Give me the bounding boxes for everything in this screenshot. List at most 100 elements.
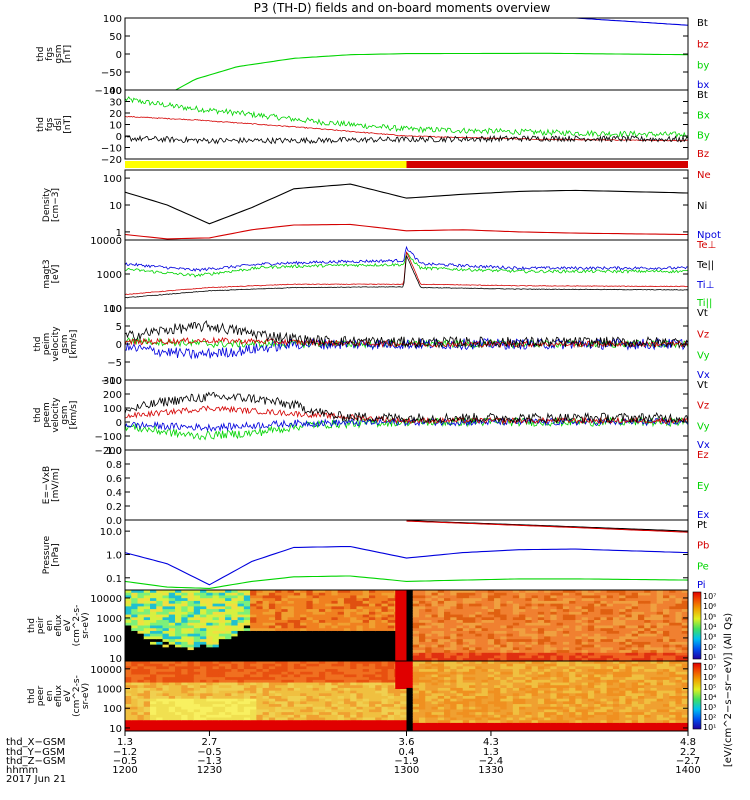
spectrogram-cell <box>600 717 608 721</box>
spectrogram-cell <box>262 669 270 673</box>
spectrogram-cell <box>556 701 564 705</box>
spectrogram-cell <box>506 598 514 602</box>
spectrogram-cell <box>581 709 589 713</box>
spectrogram-cell <box>250 641 257 646</box>
spectrogram-cell <box>525 674 533 678</box>
spectrogram-cell <box>619 717 627 721</box>
spectrogram-cell <box>381 633 389 638</box>
spectrogram-cell <box>519 620 526 624</box>
legend-Vx: Vx <box>697 370 710 381</box>
spectrogram-cell <box>343 720 351 724</box>
spectrogram-cell <box>318 701 326 705</box>
spectrogram-cell <box>137 590 145 594</box>
spectrogram-cell <box>243 669 251 673</box>
spectrogram-cell <box>181 625 189 629</box>
y-axis-label: eflux <box>54 614 64 637</box>
spectrogram-cell <box>419 661 426 665</box>
spectrogram-cell <box>225 595 232 599</box>
spectrogram-cell <box>300 685 308 689</box>
spectrogram-cell <box>243 614 251 618</box>
spectrogram-cell <box>587 693 595 697</box>
spectrogram-cell <box>250 630 257 635</box>
spectrogram-cell <box>419 687 426 692</box>
spectrogram-cell <box>537 722 545 727</box>
spectrogram-cell <box>519 690 526 694</box>
spectrogram-cell <box>437 600 445 605</box>
spectrogram-cell <box>306 714 314 719</box>
spectrogram-cell <box>262 722 270 727</box>
spectrogram-cell <box>200 633 207 638</box>
spectrogram-cell <box>512 679 520 684</box>
spectrogram-cell <box>562 663 570 667</box>
spectrogram-cell <box>650 611 658 616</box>
spectrogram-cell <box>193 725 201 729</box>
spectrogram-cell <box>281 644 289 648</box>
spectrogram-cell <box>137 650 145 654</box>
spectrogram-cell <box>181 690 189 694</box>
spectrogram-cell <box>181 617 189 621</box>
spectrogram-cell <box>456 606 464 610</box>
spectrogram-cell <box>425 693 433 697</box>
spectrogram-cell <box>193 687 201 692</box>
spectrogram-cell <box>656 704 664 708</box>
spectrogram-cell <box>137 611 145 616</box>
spectrogram-cell <box>412 720 420 724</box>
spectrogram-cell <box>575 622 583 627</box>
spectrogram-cell <box>606 600 614 605</box>
spectrogram-cell <box>343 685 351 689</box>
spectrogram-cell <box>318 603 326 607</box>
spectrogram-cell <box>431 647 439 651</box>
spectrogram-cell <box>268 690 276 694</box>
spectrogram-cell <box>575 720 583 724</box>
spectrogram-cell <box>325 679 333 684</box>
spectrogram-cell <box>200 687 207 692</box>
spectrogram-cell <box>644 712 652 716</box>
spectrogram-cell <box>600 630 608 635</box>
spectrogram-cell <box>343 630 351 635</box>
spectrogram-cell <box>525 698 533 702</box>
spectrogram-cell <box>281 669 289 673</box>
spectrogram-cell <box>450 693 458 697</box>
spectrogram-cell <box>243 728 251 731</box>
spectrogram-cell <box>300 647 308 651</box>
spectrogram-cell <box>368 714 376 719</box>
spectrogram-cell <box>350 658 358 661</box>
spectrogram-cell <box>312 606 320 610</box>
spectrogram-cell <box>619 725 627 729</box>
spectrogram-cell <box>550 658 558 661</box>
spectrogram-cell <box>250 622 257 627</box>
spectrogram-cell <box>300 706 308 711</box>
spectrogram-cell <box>412 609 420 613</box>
spectrogram-cell <box>537 622 545 627</box>
spectrogram-cell <box>525 590 533 594</box>
spectrogram-cell <box>206 622 214 627</box>
spectrogram-cell <box>531 606 539 610</box>
spectrogram-cell <box>637 600 645 605</box>
spectrogram-cell <box>337 609 345 613</box>
spectrogram-cell <box>444 696 451 700</box>
spectrogram-cell <box>437 682 445 686</box>
spectrogram-cell <box>631 709 639 713</box>
spectrogram-cell <box>356 606 364 610</box>
spectrogram-cell <box>400 701 408 705</box>
series-Vy <box>125 416 688 441</box>
spectrogram-cell <box>156 693 164 697</box>
spectrogram-cell <box>237 590 245 594</box>
spectrogram-cell <box>281 706 289 711</box>
spectrogram-cell <box>612 679 620 684</box>
spectrogram-cell <box>168 682 176 686</box>
spectrogram-cell <box>481 644 489 648</box>
spectrogram-cell <box>318 644 326 648</box>
spectrogram-cell <box>143 720 151 724</box>
spectrogram-cell <box>662 625 670 629</box>
spectrogram-cell <box>475 712 483 716</box>
spectrogram-cell <box>381 706 389 711</box>
spectrogram-cell <box>162 661 170 665</box>
footer-row-label: thd_Y−GSM <box>6 747 65 758</box>
spectrogram-cell <box>212 611 220 616</box>
spectrogram-cell <box>550 644 558 648</box>
spectrogram-cell <box>469 714 476 719</box>
spectrogram-cell <box>356 685 364 689</box>
spectrogram-cell <box>487 661 495 665</box>
spectrogram-cell <box>575 669 583 673</box>
